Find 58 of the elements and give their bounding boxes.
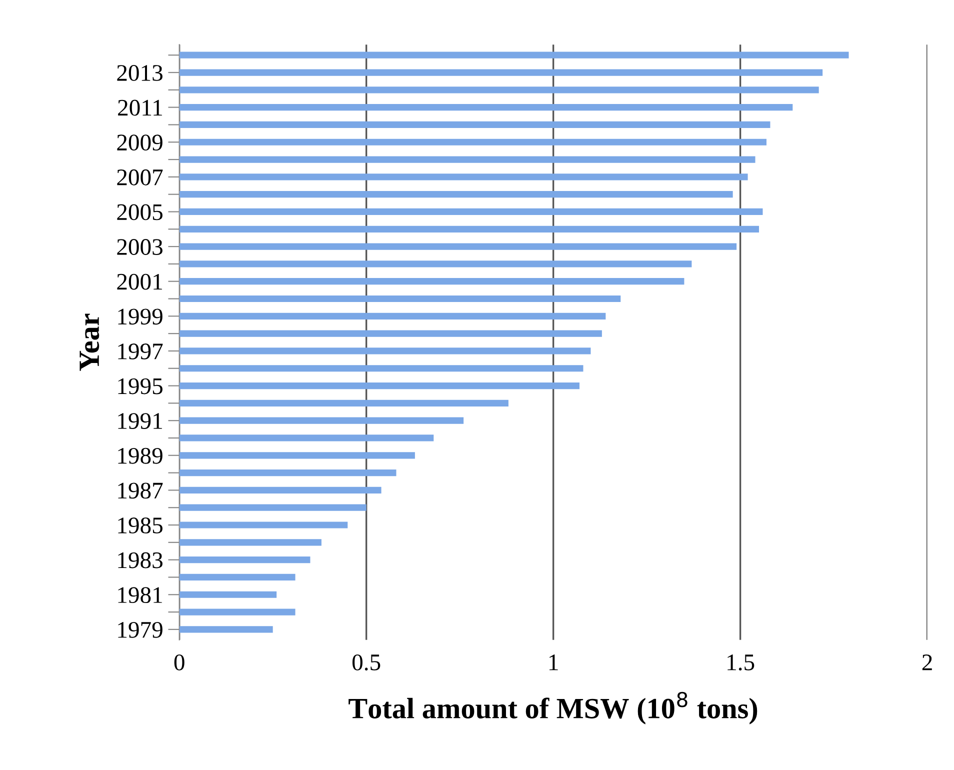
bar — [179, 591, 277, 598]
bar — [179, 486, 382, 494]
y-tick-label: 1991 — [118, 413, 162, 430]
y-tick-label: 2009 — [117, 134, 162, 151]
bar — [179, 138, 766, 146]
bar — [179, 382, 580, 390]
bar — [179, 191, 733, 198]
y-tick-label: 2011 — [118, 100, 162, 116]
bar — [179, 121, 770, 128]
bar — [179, 69, 823, 76]
bar — [179, 348, 591, 354]
bar — [179, 226, 759, 232]
y-tick-label: 1997 — [118, 344, 163, 360]
y-tick-label: 1981 — [118, 587, 162, 604]
y-tick-label: 2003 — [117, 239, 162, 255]
bar — [179, 400, 508, 406]
bar — [179, 156, 756, 163]
bar — [179, 278, 684, 285]
bar — [179, 260, 692, 268]
bar — [179, 417, 464, 424]
bar — [179, 174, 748, 180]
y-tick-label: 2007 — [117, 169, 163, 186]
bar — [179, 504, 366, 511]
y-tick-label: 2001 — [117, 274, 162, 290]
bar — [179, 295, 621, 302]
bar — [179, 626, 273, 633]
bar — [179, 104, 793, 111]
bar — [179, 330, 602, 337]
bar — [179, 434, 434, 442]
bar — [179, 208, 763, 216]
bar — [179, 365, 584, 372]
y-tick-label: 1989 — [118, 448, 162, 464]
bar — [179, 452, 415, 459]
x-tick-label: 1.5 — [728, 654, 754, 670]
x-tick-label: 0.5 — [352, 654, 380, 670]
x-tick-label: 0 — [174, 654, 184, 670]
y-tick-label: 2005 — [117, 204, 162, 220]
bar — [179, 608, 296, 616]
bar — [179, 243, 737, 250]
y-tick-label: 1983 — [118, 552, 162, 568]
bar — [179, 469, 396, 476]
y-tick-label: 1999 — [118, 308, 162, 325]
x-axis-title: Total amount of MSW (10$^{8}$ tons) — [348, 692, 758, 724]
bar — [179, 522, 348, 528]
y-tick-label: 1987 — [118, 482, 163, 499]
y-tick-label: 1995 — [118, 378, 162, 394]
x-tick-label: 1 — [549, 654, 558, 670]
x-tick-label: 2 — [922, 654, 932, 670]
bar — [179, 312, 606, 320]
bar — [179, 556, 310, 564]
bar — [179, 86, 819, 94]
y-axis-title: Year — [80, 314, 100, 371]
y-tick-label: 1979 — [118, 622, 162, 638]
y-tick-label: 1985 — [118, 517, 162, 534]
bar — [179, 539, 322, 546]
bar — [179, 52, 849, 58]
bar — [179, 574, 296, 581]
y-tick-label: 2013 — [117, 64, 162, 81]
